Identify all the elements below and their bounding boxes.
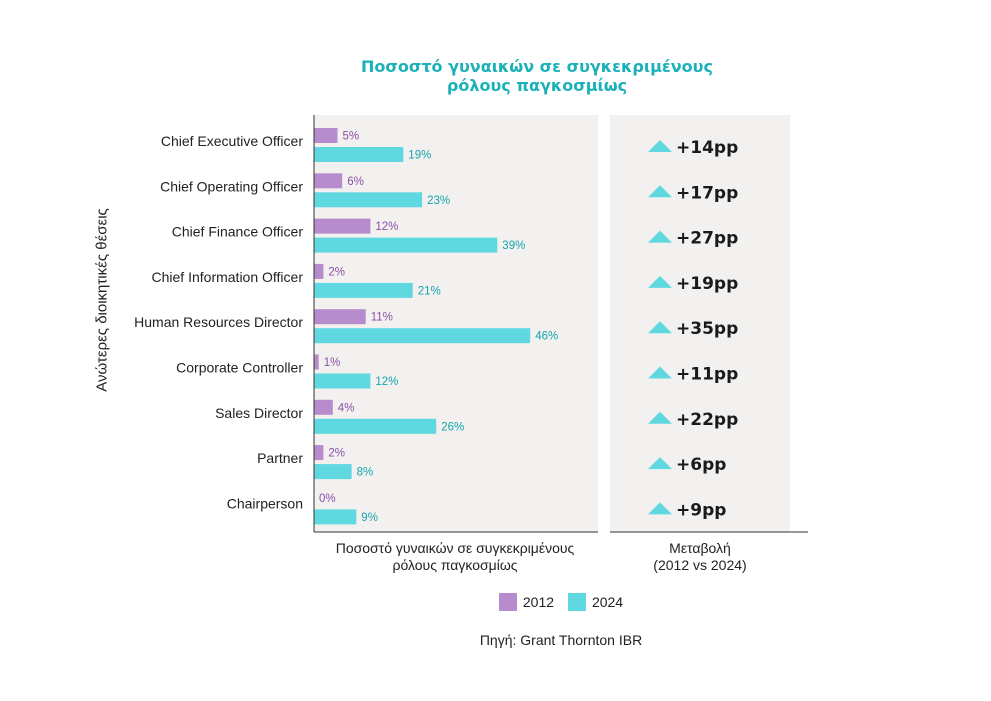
- legend-item-2012: 2012: [498, 593, 555, 611]
- change-value: +27pp: [676, 229, 738, 249]
- bar-2024: [314, 282, 413, 298]
- data-label-2012: 11%: [371, 312, 393, 324]
- legend-swatch-2012: [498, 593, 517, 611]
- bar-2024: [314, 192, 423, 208]
- bar-2012: [314, 354, 319, 370]
- change-value: +35pp: [676, 319, 738, 339]
- bar-2024: [314, 373, 371, 389]
- data-label-2024: 26%: [441, 421, 464, 433]
- data-label-2012: 2%: [328, 448, 345, 460]
- triangle-up-icon: [648, 140, 672, 152]
- bar-2024: [314, 509, 357, 525]
- change-column-title-line-2: (2012 vs 2024): [653, 557, 747, 573]
- triangle-up-icon: [648, 457, 672, 470]
- legend-swatch-2024: [567, 593, 586, 611]
- data-label-2012: 12%: [375, 221, 398, 233]
- legend: 2012 2024: [0, 593, 991, 614]
- bar-2024: [314, 237, 498, 253]
- bar-2012: [314, 128, 338, 143]
- category-label: Sales Director: [215, 405, 303, 421]
- triangle-up-icon: [648, 275, 672, 288]
- category-label: Chief Operating Officer: [160, 178, 303, 194]
- change-value: +14pp: [676, 138, 738, 158]
- category-label: Chairperson: [227, 495, 303, 511]
- change-value: +6pp: [676, 455, 726, 475]
- y-axis-title: Ανώτερες διοικητικές θέσεις: [93, 208, 111, 392]
- category-label: Corporate Controller: [176, 360, 303, 376]
- data-label-2012: 4%: [338, 402, 355, 414]
- bar-2012: [314, 173, 343, 189]
- chart-title-line-1: Ποσοστό γυναικών σε συγκεκριμένους: [361, 57, 713, 76]
- legend-label-2024: 2024: [591, 594, 624, 610]
- bar-2012: [314, 399, 333, 415]
- bar-2012: [314, 218, 371, 234]
- triangle-up-icon: [648, 366, 672, 379]
- triangle-up-icon: [648, 230, 672, 243]
- chart-title: Ποσοστό γυναικών σε συγκεκριμένους ρόλου…: [287, 57, 787, 95]
- x-axis-title-line-1: Ποσοστό γυναικών σε συγκεκριμένους: [335, 540, 575, 556]
- bar-2012: [314, 445, 324, 461]
- source-note: Πηγή: Grant Thornton IBR: [479, 632, 643, 648]
- data-label-2012: 0%: [319, 493, 336, 505]
- bar-2012: [314, 263, 324, 279]
- change-value: +17pp: [676, 183, 738, 203]
- change-panel-background: [610, 115, 790, 532]
- data-label-2012: 2%: [328, 266, 345, 278]
- category-label: Partner: [257, 450, 303, 466]
- triangle-up-icon: [648, 321, 672, 334]
- category-label: Chief Information Officer: [152, 269, 304, 285]
- legend-label-2012: 2012: [522, 594, 555, 610]
- category-label: Chief Executive Officer: [161, 133, 303, 149]
- x-axis-title: Ποσοστό γυναικών σε συγκεκριμένους ρόλου…: [300, 540, 610, 574]
- x-axis-title-line-2: ρόλους παγκοσμίως: [392, 557, 518, 573]
- data-label-2024: 46%: [535, 331, 558, 343]
- data-label-2024: 9%: [361, 512, 378, 524]
- triangle-up-icon: [648, 411, 672, 424]
- data-label-2012: 6%: [347, 176, 364, 188]
- data-label-2024: 19%: [408, 150, 431, 162]
- data-label-2024: 12%: [375, 376, 398, 388]
- change-value: +19pp: [676, 274, 738, 294]
- legend-item-2024: 2024: [567, 593, 624, 611]
- bars-layer: 5% 19% 6% 23% 12% 39% 2% 21% 11% 46% 1% 12% 4% 26% 2% 8…: [314, 128, 558, 525]
- change-column-title-line-1: Μεταβολή: [669, 540, 731, 556]
- bar-2012: [314, 309, 366, 325]
- triangle-up-icon: [648, 185, 672, 198]
- bar-2024: [314, 328, 531, 344]
- data-label-2024: 23%: [427, 195, 450, 207]
- data-label-2024: 21%: [418, 285, 441, 297]
- change-value: +22pp: [676, 410, 738, 430]
- bar-2024: [314, 418, 437, 434]
- data-label-2024: 39%: [502, 240, 525, 252]
- change-column-title: Μεταβολή (2012 vs 2024): [610, 540, 790, 574]
- change-value: +11pp: [676, 365, 738, 385]
- data-label-2012: 5%: [343, 131, 360, 143]
- category-label: Chief Finance Officer: [172, 224, 304, 240]
- bar-2024: [314, 464, 352, 480]
- data-label-2012: 1%: [324, 357, 341, 369]
- bar-2024: [314, 147, 404, 162]
- category-label: Human Resources Director: [134, 314, 303, 330]
- change-value: +9pp: [676, 500, 726, 520]
- data-label-2024: 8%: [357, 467, 374, 479]
- chart-title-line-2: ρόλους παγκοσμίως: [446, 76, 628, 95]
- triangle-up-icon: [648, 502, 672, 515]
